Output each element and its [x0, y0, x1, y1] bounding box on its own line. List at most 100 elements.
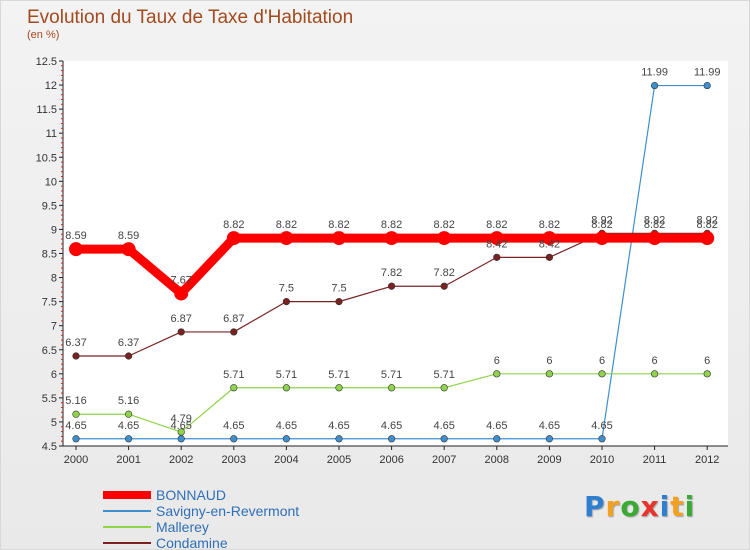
data-point-savigny-en-revermont	[124, 435, 133, 443]
data-label-mallerey: 5.71	[276, 369, 297, 381]
legend-label-mallerey: Mallerey	[156, 519, 209, 535]
data-label-condamine: 7.82	[381, 267, 402, 279]
data-label-bonnaud: 8.82	[644, 219, 665, 231]
data-label-savigny-en-revermont: 4.65	[591, 420, 612, 432]
data-label-condamine: 8.42	[539, 238, 560, 250]
data-label-mallerey: 4.79	[170, 413, 191, 425]
x-tick-label: 2012	[695, 454, 719, 466]
data-point-bonnaud	[121, 242, 136, 257]
data-point-mallerey	[335, 384, 343, 392]
y-tick-label: 7	[51, 321, 57, 333]
data-label-mallerey: 6	[704, 355, 710, 367]
data-label-mallerey: 6	[494, 355, 500, 367]
y-tick-label: 11	[46, 128, 57, 140]
data-label-condamine: 6.37	[118, 337, 139, 349]
y-tick-label: 6.5	[42, 345, 57, 357]
data-label-bonnaud: 8.59	[118, 230, 139, 242]
data-point-savigny-en-revermont	[177, 435, 185, 443]
data-label-condamine: 7.82	[433, 267, 454, 279]
y-tick-label: 5.5	[42, 393, 57, 405]
data-point-bonnaud	[647, 231, 662, 246]
y-tick-label: 10.5	[36, 152, 57, 164]
data-point-bonnaud	[384, 231, 399, 246]
data-point-condamine	[230, 328, 238, 336]
y-axis-unit: (en %)	[27, 29, 60, 41]
data-point-condamine	[545, 253, 554, 261]
y-tick-label: 8.5	[42, 249, 57, 261]
data-label-mallerey: 5.71	[381, 369, 402, 381]
data-point-mallerey	[124, 410, 133, 418]
x-tick-label: 2008	[485, 454, 509, 466]
data-point-mallerey	[598, 370, 606, 378]
data-label-bonnaud: 8.82	[591, 219, 612, 231]
data-label-savigny-en-revermont: 4.65	[433, 420, 454, 432]
data-label-condamine: 8.92	[591, 214, 612, 226]
y-tick-label: 7.5	[42, 297, 57, 309]
data-point-mallerey	[703, 370, 711, 378]
data-point-mallerey	[440, 384, 448, 392]
data-point-savigny-en-revermont	[440, 435, 448, 443]
data-label-bonnaud: 8.82	[539, 219, 560, 231]
data-label-condamine: 8.92	[644, 214, 665, 226]
data-point-savigny-en-revermont	[703, 81, 711, 90]
y-tick-label: 5	[51, 417, 57, 429]
x-tick-label: 2003	[222, 454, 246, 466]
x-tick-label: 2009	[537, 454, 561, 466]
data-point-savigny-en-revermont	[230, 435, 238, 443]
data-point-bonnaud	[226, 231, 241, 246]
data-point-bonnaud	[542, 231, 557, 246]
data-label-savigny-en-revermont: 4.65	[223, 420, 244, 432]
data-label-mallerey: 5.16	[65, 395, 86, 407]
data-label-condamine: 7.5	[331, 283, 346, 295]
data-point-savigny-en-revermont	[598, 435, 606, 443]
data-point-condamine	[177, 328, 185, 336]
data-label-mallerey: 5.71	[433, 369, 454, 381]
data-point-condamine	[72, 352, 80, 360]
data-label-bonnaud: 7.67	[170, 274, 191, 286]
data-point-mallerey	[177, 428, 185, 436]
x-tick-label: 2010	[590, 454, 614, 466]
data-point-savigny-en-revermont	[72, 435, 80, 443]
y-tick-label: 8	[51, 273, 57, 285]
data-label-savigny-en-revermont: 4.65	[276, 420, 297, 432]
data-label-bonnaud: 8.82	[486, 219, 507, 231]
data-label-bonnaud: 8.59	[65, 230, 86, 242]
legend-label-savigny-en-revermont: Savigny-en-Revermont	[156, 503, 299, 519]
data-label-condamine: 6.37	[65, 337, 86, 349]
data-label-mallerey: 6	[599, 355, 605, 367]
data-point-savigny-en-revermont	[545, 435, 554, 443]
x-tick-label: 2011	[643, 454, 667, 466]
data-label-savigny-en-revermont: 4.65	[486, 420, 507, 432]
y-tick-label: 9	[51, 224, 57, 236]
data-point-mallerey	[388, 384, 396, 392]
data-label-condamine: 6.87	[170, 313, 191, 325]
x-tick-label: 2006	[379, 454, 403, 466]
data-label-savigny-en-revermont: 4.65	[539, 420, 560, 432]
x-tick-label: 2001	[116, 454, 140, 466]
data-point-bonnaud	[595, 231, 609, 246]
data-label-bonnaud: 8.82	[276, 219, 297, 231]
legend-label-condamine: Condamine	[156, 535, 228, 549]
data-label-bonnaud: 8.82	[223, 219, 244, 231]
data-label-mallerey: 5.71	[223, 369, 244, 381]
data-label-savigny-en-revermont: 4.65	[65, 420, 86, 432]
y-tick-label: 6	[51, 369, 57, 381]
x-tick-label: 2005	[327, 454, 351, 466]
data-label-mallerey: 5.71	[328, 369, 349, 381]
x-tick-label: 2007	[432, 454, 456, 466]
data-point-condamine	[282, 298, 291, 306]
y-tick-label: 4.5	[42, 441, 57, 453]
data-point-bonnaud	[279, 231, 294, 246]
data-label-condamine: 8.42	[486, 238, 507, 250]
plot-area	[63, 61, 728, 446]
data-label-mallerey: 6	[546, 355, 552, 367]
data-point-bonnaud	[174, 286, 189, 301]
data-label-bonnaud: 8.82	[381, 219, 402, 231]
data-point-condamine	[388, 282, 396, 290]
data-label-bonnaud: 8.82	[433, 219, 454, 231]
data-point-condamine	[493, 253, 501, 261]
data-point-savigny-en-revermont	[335, 435, 343, 443]
data-point-savigny-en-revermont	[650, 81, 659, 90]
data-label-mallerey: 6	[652, 355, 658, 367]
